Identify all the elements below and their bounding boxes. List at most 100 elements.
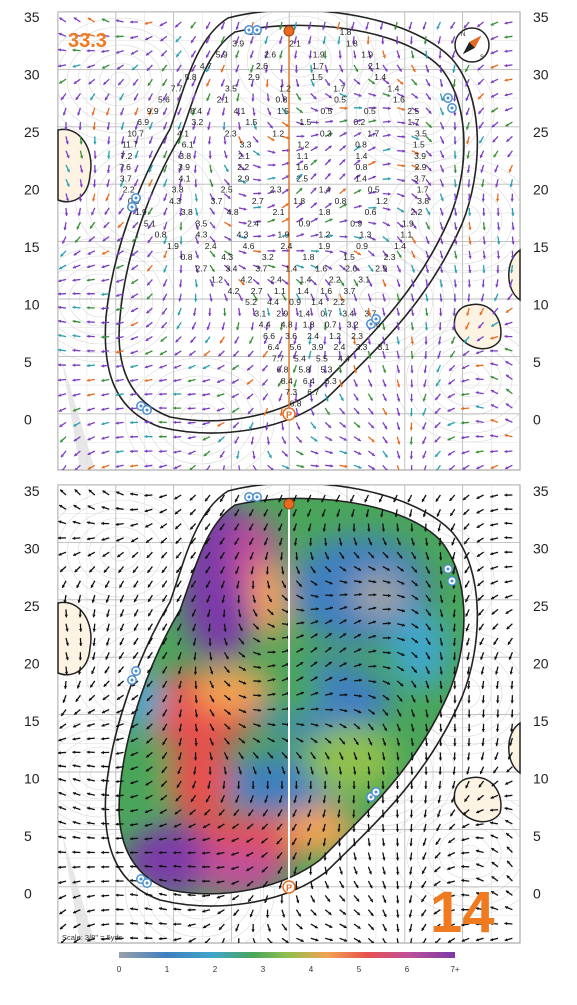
- slope-value: 0.7: [320, 308, 332, 318]
- slope-value: 1.7: [407, 117, 419, 127]
- slope-value: 3.3: [240, 140, 252, 150]
- axis-tick-label: 0: [24, 412, 32, 428]
- axis-tick-label: 35: [533, 9, 549, 25]
- svg-text:S: S: [480, 55, 484, 61]
- axis-tick-label: 10: [533, 297, 549, 313]
- sprinkler-icon: [143, 406, 151, 414]
- legend-tick: 2: [213, 965, 218, 974]
- axis-tick-label: 15: [533, 713, 549, 729]
- legend-tick: 0: [117, 965, 122, 974]
- slope-value: 3.1: [378, 342, 390, 352]
- axis-tick-label: 20: [533, 656, 549, 672]
- slope-value: 2.2: [410, 207, 422, 217]
- legend-tick: 6: [405, 965, 410, 974]
- sprinkler-icon: [245, 26, 253, 34]
- slope-value: 1.4: [319, 185, 331, 195]
- sprinkler-icon: [448, 577, 456, 585]
- slope-value: 0.8: [335, 196, 347, 206]
- sprinkler-icon: [128, 203, 136, 211]
- slope-value: 4.7: [200, 61, 212, 71]
- slope-value: 1.1: [274, 286, 286, 296]
- slope-value: 2.4: [247, 218, 259, 228]
- slope-value: 2.2: [237, 162, 249, 172]
- slope-value: 1.2: [329, 331, 341, 341]
- slope-value: 0.6: [365, 207, 377, 217]
- slope-value: 3.1: [358, 275, 370, 285]
- slope-value: 5.6: [158, 95, 170, 105]
- slope-value: 2.9: [248, 72, 260, 82]
- slope-value: 3.2: [347, 320, 359, 330]
- slope-value: 1.7: [333, 83, 345, 93]
- axis-tick-label: 15: [24, 239, 40, 255]
- slope-value: 2.4: [205, 241, 217, 251]
- slope-value: 1.7: [367, 128, 379, 138]
- slope-value: 0.8: [275, 95, 287, 105]
- legend-tick: 3: [261, 965, 266, 974]
- slope-value: 1.4: [298, 308, 310, 318]
- axis-tick-label: 25: [24, 598, 40, 614]
- slope-value: 0.8: [155, 230, 167, 240]
- slope-value: 0.8: [355, 162, 367, 172]
- tee-marker: [284, 499, 294, 509]
- legend-tick: 5: [357, 965, 362, 974]
- slope-value: 4.8: [227, 207, 239, 217]
- slope-value: 3.7: [255, 263, 267, 273]
- slope-value: 3.8: [181, 207, 193, 217]
- slope-value: 3.8: [417, 196, 429, 206]
- axis-tick-label: 20: [533, 182, 549, 198]
- sprinkler-icon: [253, 26, 261, 34]
- slope-value: 2.7: [251, 286, 263, 296]
- slope-value: 1.2: [297, 140, 309, 150]
- sprinkler-icon: [372, 315, 380, 323]
- slope-value: 2.6: [256, 61, 268, 71]
- axis-tick-label: 0: [533, 412, 541, 428]
- slope-value: 5.4: [294, 353, 306, 363]
- axis-tick-label: 0: [24, 886, 32, 902]
- slope-value: 1.8: [293, 196, 305, 206]
- slope-value: 0.5: [320, 106, 332, 116]
- slope-value: 0.3: [320, 128, 332, 138]
- slope-value: 1.5: [413, 140, 425, 150]
- axis-tick-label: 5: [24, 354, 32, 370]
- slope-value: 2.2: [123, 185, 135, 195]
- slope-value: 2.2: [329, 275, 341, 285]
- slope-value: 3.5: [195, 218, 207, 228]
- slope-value: 0.5: [364, 106, 376, 116]
- slope-value: 4.1: [234, 106, 246, 116]
- slope-value: 1.4: [299, 275, 311, 285]
- sprinkler-icon: [448, 104, 456, 112]
- slope-value: 4.3: [221, 252, 233, 262]
- axis-tick-label: 15: [24, 713, 40, 729]
- slope-value: 6.7: [307, 387, 319, 397]
- slope-value: 2.1: [217, 95, 229, 105]
- axis-tick-label: 30: [24, 67, 40, 83]
- sprinkler-icon: [143, 879, 151, 887]
- slope-value: 3.9: [232, 38, 244, 48]
- pin-marker: P: [283, 881, 295, 893]
- slope-value: 10.7: [127, 128, 144, 138]
- slope-value: 2.5: [221, 185, 233, 195]
- slope-value: 5.6: [290, 342, 302, 352]
- slope-value: 0.8: [181, 252, 193, 262]
- axis-tick-label: 30: [533, 541, 549, 557]
- slope-value: 0.5: [334, 95, 346, 105]
- slope-value: 6.6: [263, 331, 275, 341]
- slope-value: 4.4: [259, 320, 271, 330]
- slope-value: 2.5: [296, 173, 308, 183]
- slope-value: 8.4: [190, 106, 202, 116]
- slope-value: 4.2: [228, 286, 240, 296]
- slope-value: 6.4: [303, 376, 315, 386]
- legend-tick: 1: [165, 965, 170, 974]
- slope-value: 5.3: [320, 365, 332, 375]
- axis-tick-label: 30: [24, 541, 40, 557]
- axis-tick-label: 0: [533, 886, 541, 902]
- slope-value: 1.4: [355, 151, 367, 161]
- slope-value: 2.9: [237, 173, 249, 183]
- axis-tick-label: 20: [24, 656, 40, 672]
- slope-value: 2.9: [276, 308, 288, 318]
- slope-value: 7.7: [272, 353, 284, 363]
- slope-value: 0.9: [299, 218, 311, 228]
- axis-tick-label: 10: [24, 771, 40, 787]
- slope-value: 2.4: [307, 331, 319, 341]
